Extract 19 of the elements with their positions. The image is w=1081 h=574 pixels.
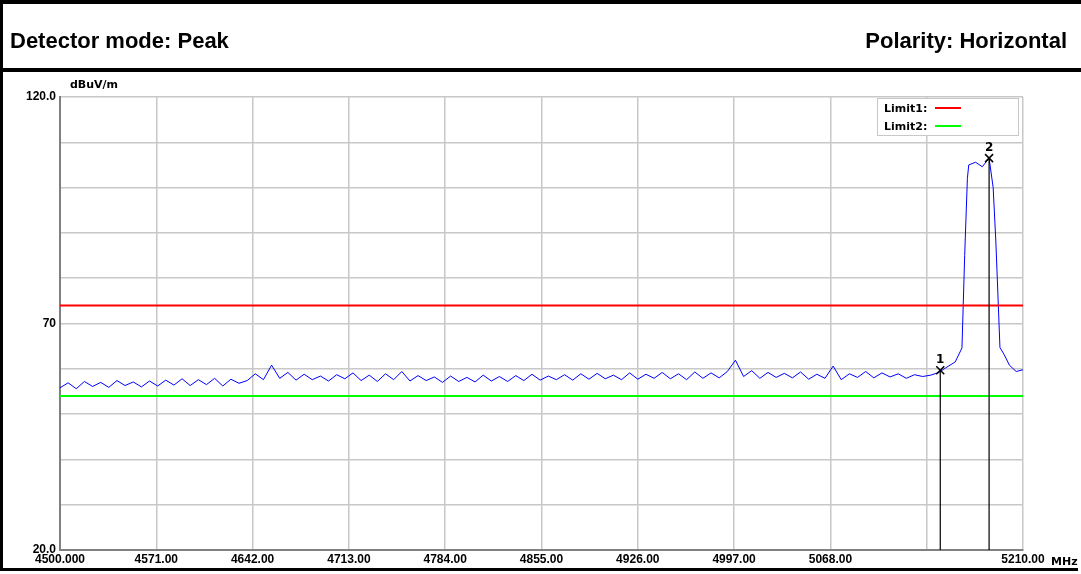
x-tick-label: 4642.00 bbox=[230, 551, 275, 566]
chart-subtitle: Polarity: Horizontal bbox=[865, 28, 1067, 54]
legend-label: Limit1: bbox=[884, 101, 928, 115]
x-tick-label: 5210.00 bbox=[1001, 551, 1046, 566]
x-tick-label: 5068.00 bbox=[808, 551, 853, 566]
x-tick-label: 4855.00 bbox=[519, 551, 564, 566]
chart-title: Detector mode: Peak bbox=[10, 28, 229, 54]
y-tick-label: 70 bbox=[42, 315, 57, 330]
x-tick-label: 4997.00 bbox=[712, 551, 757, 566]
x-axis-title: MHz bbox=[1051, 554, 1078, 568]
legend-label: Limit2: bbox=[884, 119, 928, 133]
x-tick-label: 4926.00 bbox=[616, 551, 660, 566]
x-tick-label: 4713.00 bbox=[327, 551, 371, 566]
annotation: 1 bbox=[936, 352, 945, 367]
x-tick-label: 4571.00 bbox=[134, 551, 179, 566]
y-axis-title: dBuV/m bbox=[70, 77, 119, 91]
annotation: 2 bbox=[984, 140, 994, 155]
x-tick-label: 4784.00 bbox=[423, 551, 468, 566]
y-tick-label: 120.0 bbox=[25, 89, 57, 104]
